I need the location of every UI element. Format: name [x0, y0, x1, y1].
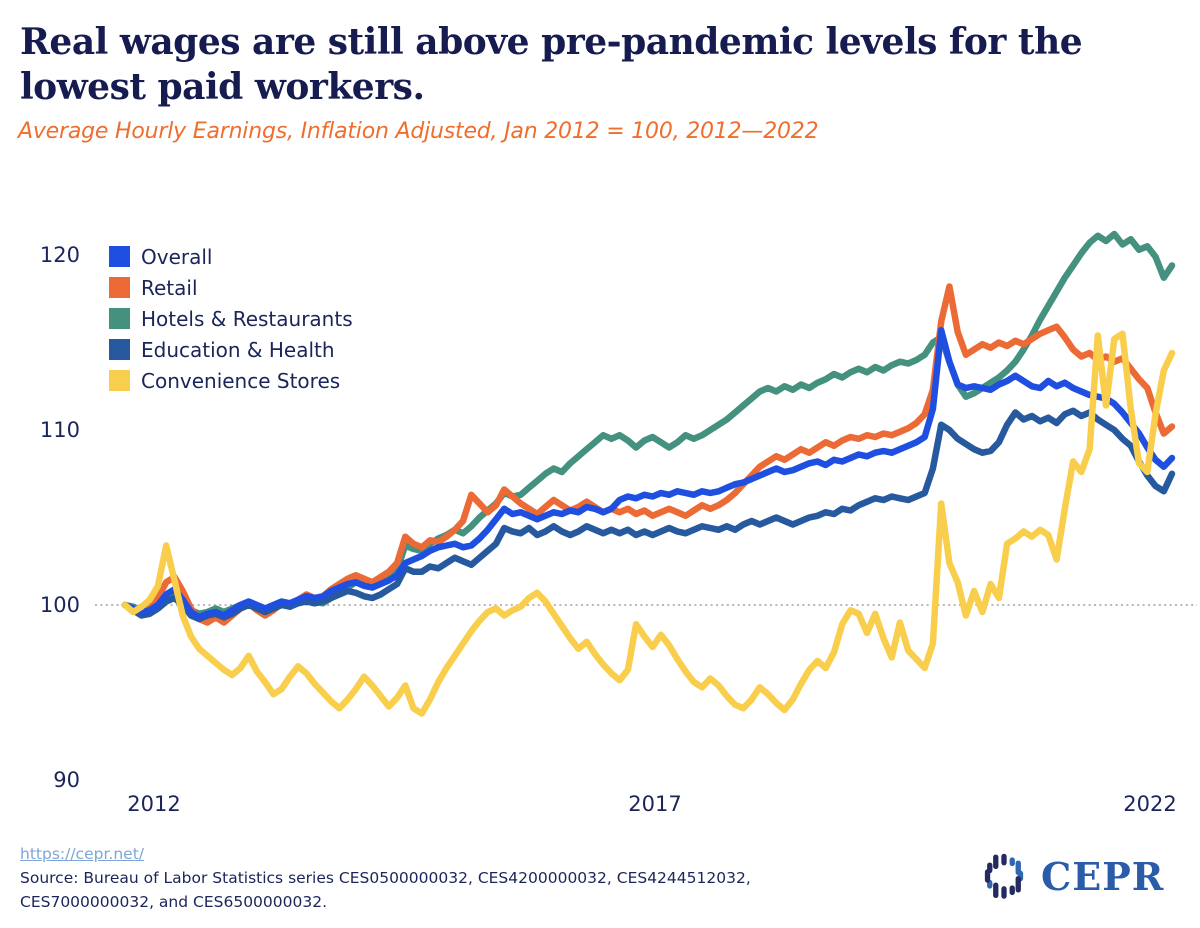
source-text-line2: CES7000000032, and CES6500000032. [20, 893, 328, 911]
legend-item-retail: Retail [109, 272, 353, 303]
legend-item-overall: Overall [109, 241, 353, 272]
y-tick-90: 90 [53, 768, 80, 792]
x-tick-2022: 2022 [1123, 792, 1177, 816]
cepr-link[interactable]: https://cepr.net/ [20, 845, 144, 863]
legend-label-hotels: Hotels & Restaurants [141, 306, 353, 331]
y-tick-100: 100 [39, 593, 80, 617]
legend-swatch-retail [109, 277, 130, 298]
x-tick-2012: 2012 [127, 792, 181, 816]
series-line-overall [121, 326, 1176, 621]
legend-label-retail: Retail [141, 275, 198, 300]
chart-legend: Overall Retail Hotels & Restaurants Educati… [109, 241, 353, 396]
series-line-convenience [121, 330, 1176, 717]
cepr-logo: CEPR [975, 845, 1164, 907]
source-text-line1: Source: Bureau of Labor Statistics serie… [20, 869, 751, 887]
legend-item-education: Education & Health [109, 334, 353, 365]
legend-swatch-education [109, 339, 130, 360]
chart-subtitle: Average Hourly Earnings, Inflation Adjus… [18, 119, 819, 144]
y-tick-120: 120 [39, 243, 80, 267]
cepr-logo-mark-icon [984, 853, 1024, 899]
legend-label-overall: Overall [141, 244, 213, 269]
legend-item-convenience: Convenience Stores [109, 365, 353, 396]
chart-title-line1: Real wages are still above pre-pandemic … [20, 21, 1083, 63]
legend-swatch-convenience [109, 370, 130, 391]
cepr-logo-text: CEPR [1041, 853, 1165, 899]
legend-label-convenience: Convenience Stores [141, 368, 341, 393]
legend-item-hotels: Hotels & Restaurants [109, 303, 353, 334]
legend-label-education: Education & Health [141, 337, 335, 362]
chart-title: Real wages are still above pre-pandemic … [20, 20, 1190, 110]
legend-swatch-hotels [109, 308, 130, 329]
series-line-education [121, 407, 1176, 623]
y-tick-110: 110 [39, 418, 80, 442]
chart-title-line2: lowest paid workers. [20, 66, 425, 108]
x-tick-2017: 2017 [628, 792, 682, 816]
legend-swatch-overall [109, 246, 130, 267]
